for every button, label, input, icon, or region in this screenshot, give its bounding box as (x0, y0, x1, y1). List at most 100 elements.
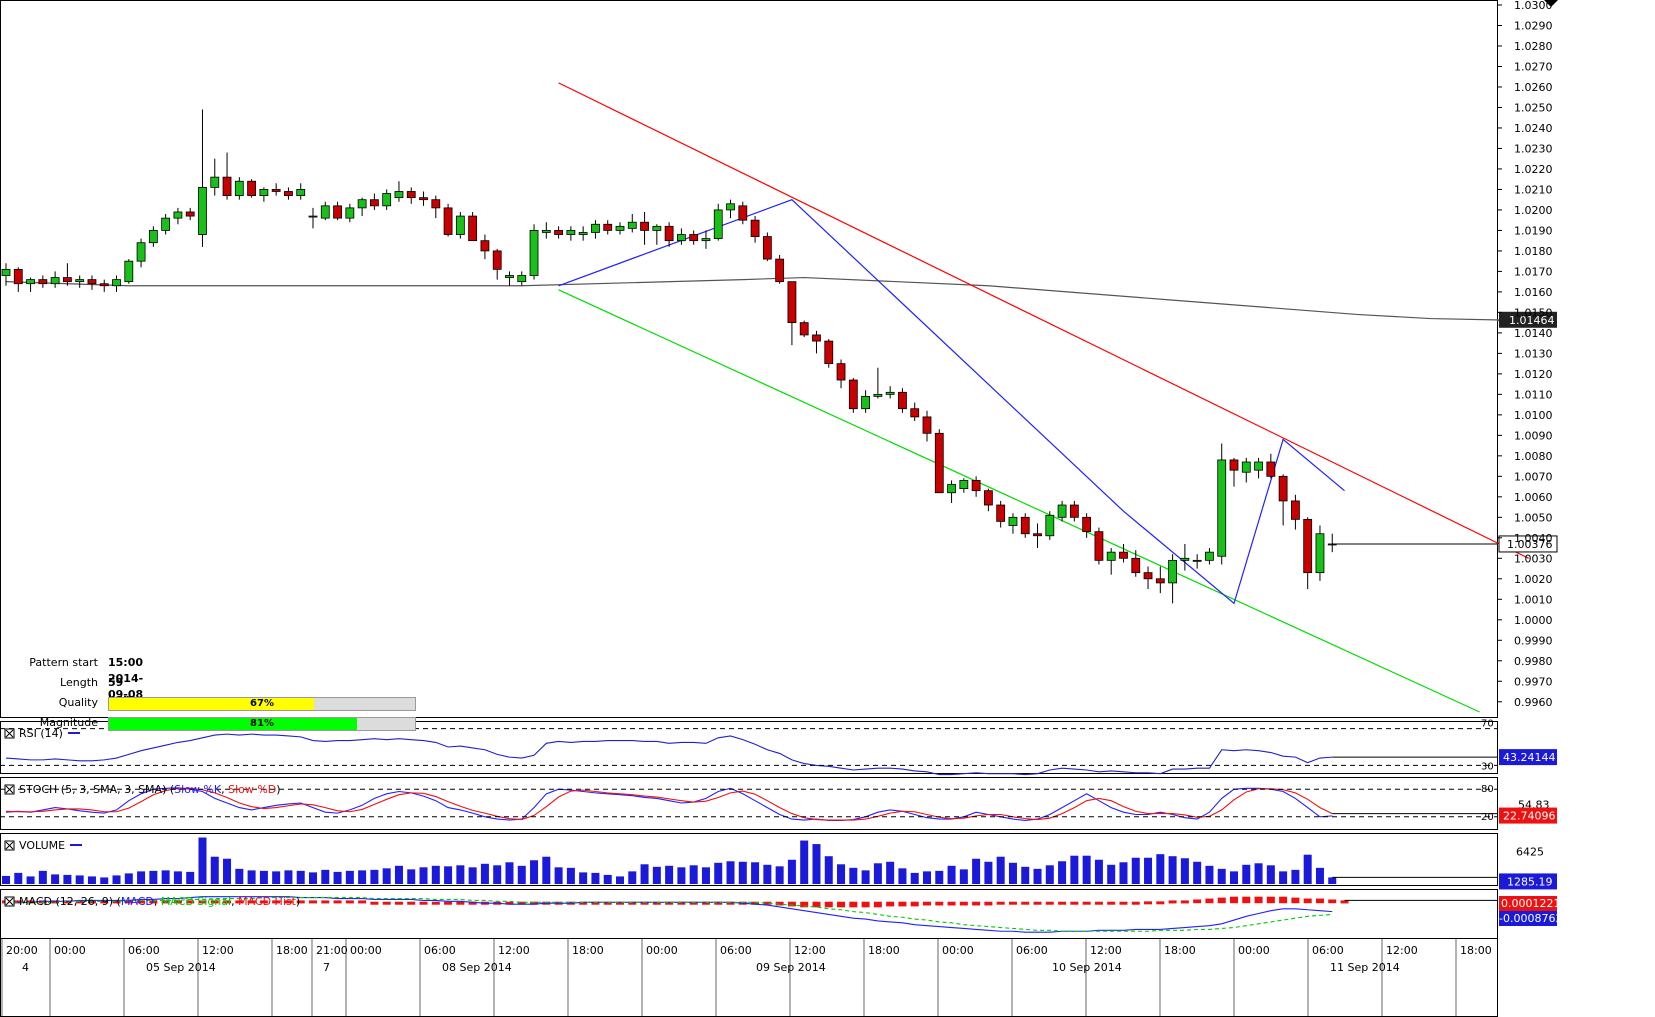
macd-signal-line (6, 897, 1333, 932)
macd-hist-bar (517, 901, 526, 905)
volume-bar (824, 856, 833, 884)
candle-body (222, 176, 232, 196)
macd-hist-bar (1180, 900, 1189, 904)
magnitude-bar-fill (109, 718, 357, 730)
macd-hist-bar (1303, 898, 1312, 904)
candle-body (775, 258, 785, 283)
candle-body (799, 322, 809, 336)
time-hour-label: 00:00 (1238, 944, 1270, 957)
candle-body (1205, 551, 1214, 561)
volume-bar (677, 867, 686, 884)
candle-body (382, 193, 392, 207)
volume-bar (1180, 858, 1189, 884)
pattern-start-value: 15:00 2014-09-08 (108, 656, 144, 701)
volume-bar (1119, 862, 1128, 884)
candle-body (284, 191, 293, 196)
macd-hist-bar (1230, 896, 1238, 904)
volume-bar (493, 865, 502, 884)
last-price-label-box (1498, 535, 1558, 553)
volume-bar (370, 869, 379, 884)
macd-hist-bar (173, 900, 182, 904)
candle-body (591, 223, 600, 233)
rsi-level-high: 70 (1481, 719, 1494, 730)
macd-hist-bar (873, 901, 882, 908)
candle-body (984, 490, 993, 506)
price-tick-label: 1.0090 (1514, 429, 1553, 442)
volume-bar (591, 872, 600, 884)
macd-hist-bar (640, 901, 649, 905)
macd-hist-bar (137, 900, 146, 904)
volume-bar (456, 865, 465, 884)
candle-body (99, 283, 109, 287)
time-hour-label: 06:00 (128, 944, 160, 957)
candle-body (615, 225, 625, 231)
candle-body (959, 480, 969, 490)
pattern-info-box: Pattern start 15:00 2014-09-08 Length 59… (0, 655, 420, 735)
volume-bar (665, 865, 674, 884)
price-tick-label: 1.0130 (1514, 347, 1553, 360)
volume-bar (787, 859, 796, 884)
candle-body (836, 363, 846, 381)
macd-hist-bar (1168, 900, 1177, 904)
price-tick-label: 1.0240 (1514, 122, 1553, 135)
candle-body (13, 268, 23, 285)
macd-hist-bar (689, 901, 698, 905)
candle-body (161, 217, 171, 231)
macd-hist-bar (591, 901, 600, 905)
candle-body (173, 211, 183, 219)
magnitude-bar: 81% (108, 717, 416, 731)
volume-bar (1230, 871, 1238, 884)
stoch-level-low: 20 (1481, 812, 1494, 823)
price-tick-label: 1.0070 (1514, 470, 1553, 483)
ma-price-label-box (1499, 311, 1557, 328)
volume-bar (603, 874, 612, 884)
candle-body (910, 408, 920, 418)
volume-bar (505, 862, 514, 884)
volume-bar (738, 861, 747, 884)
candle-body (1241, 461, 1251, 473)
candle-body (1192, 559, 1202, 562)
volume-bar (1303, 854, 1312, 884)
stoch-toggle-cross-icon (5, 785, 14, 794)
volume-bar (38, 870, 47, 884)
candle-body (824, 340, 834, 365)
macd-hist-bar (149, 900, 158, 904)
price-tick-label: 1.0170 (1514, 265, 1553, 278)
chart-menu-arrow-icon[interactable] (1544, 0, 1558, 7)
time-hour-label: 21:00 (316, 944, 348, 957)
volume-bar (1033, 868, 1042, 884)
stoch-d-line (5, 787, 1333, 821)
macd-hist-bar (1082, 901, 1091, 905)
candle-body (1291, 500, 1300, 520)
volume-bar (407, 869, 416, 884)
macd-hist-bar (849, 901, 858, 908)
quality-bar: 67% (108, 697, 416, 711)
macd-hist-bar (652, 901, 661, 905)
candle-body (566, 230, 576, 235)
stoch-level-high: 80 (1481, 784, 1494, 795)
candle-body (689, 234, 699, 242)
volume-bar (247, 870, 256, 884)
macd-hist-bar (1328, 899, 1337, 904)
stoch-k-line (5, 787, 1333, 822)
volume-bar (751, 862, 760, 884)
volume-bar (1131, 857, 1140, 884)
channel-support-line (558, 289, 1480, 713)
macd-hist-bar (223, 900, 232, 904)
candle-body (517, 275, 527, 283)
volume-bar (701, 867, 710, 884)
candle-body (1180, 557, 1190, 561)
price-tick-label: 1.0270 (1514, 60, 1553, 73)
time-hour-label: 06:00 (424, 944, 456, 957)
macd-hist-bar (1315, 898, 1324, 904)
candle-body (443, 207, 453, 235)
volume-title: VOLUME (19, 839, 65, 852)
volume-bar (468, 867, 477, 884)
pattern-start-label: Pattern start (29, 656, 98, 669)
macd-hist-bar (1242, 896, 1251, 904)
macd-hist-bar (284, 900, 293, 904)
time-date-label: 7 (323, 961, 330, 974)
volume-bar (1008, 862, 1017, 884)
volume-bar (2, 875, 10, 884)
